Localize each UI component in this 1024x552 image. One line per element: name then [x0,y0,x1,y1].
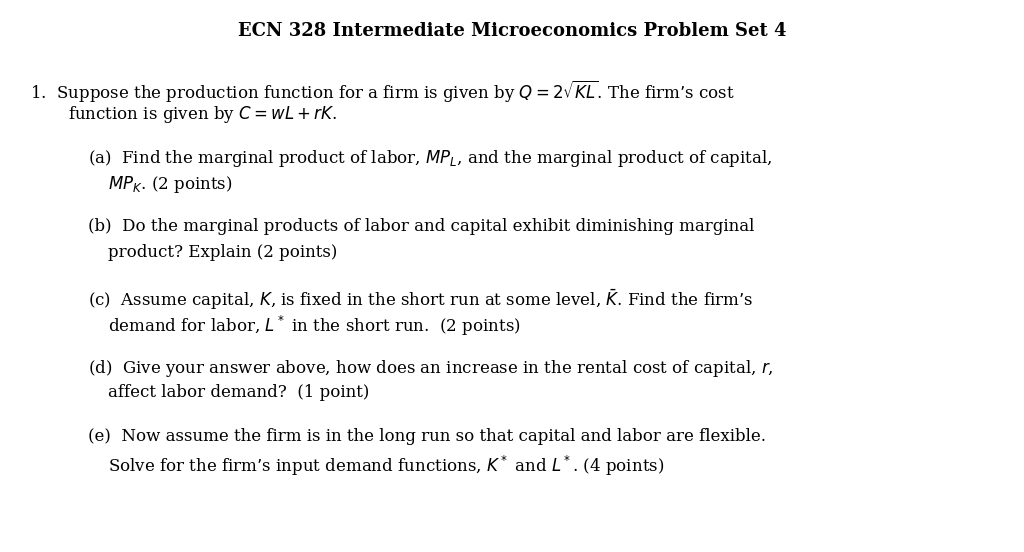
Text: (c)  Assume capital, $K$, is fixed in the short run at some level, $\bar{K}$. Fi: (c) Assume capital, $K$, is fixed in the… [88,288,754,312]
Text: (a)  Find the marginal product of labor, $MP_L$, and the marginal product of cap: (a) Find the marginal product of labor, … [88,148,773,169]
Text: (b)  Do the marginal products of labor and capital exhibit diminishing marginal: (b) Do the marginal products of labor an… [88,218,755,235]
Text: (e)  Now assume the firm is in the long run so that capital and labor are flexib: (e) Now assume the firm is in the long r… [88,428,766,445]
Text: function is given by $C = wL + rK$.: function is given by $C = wL + rK$. [68,104,337,125]
Text: (d)  Give your answer above, how does an increase in the rental cost of capital,: (d) Give your answer above, how does an … [88,358,773,379]
Text: Solve for the firm’s input demand functions, $K^*$ and $L^*$. (4 points): Solve for the firm’s input demand functi… [108,454,665,478]
Text: demand for labor, $L^*$ in the short run.  (2 points): demand for labor, $L^*$ in the short run… [108,314,521,338]
Text: $MP_K$. (2 points): $MP_K$. (2 points) [108,174,232,195]
Text: product? Explain (2 points): product? Explain (2 points) [108,244,337,261]
Text: affect labor demand?  (1 point): affect labor demand? (1 point) [108,384,370,401]
Text: 1.  Suppose the production function for a firm is given by $Q = 2\sqrt{KL}$. The: 1. Suppose the production function for a… [30,78,735,104]
Text: ECN 328 Intermediate Microeconomics Problem Set 4: ECN 328 Intermediate Microeconomics Prob… [238,22,786,40]
